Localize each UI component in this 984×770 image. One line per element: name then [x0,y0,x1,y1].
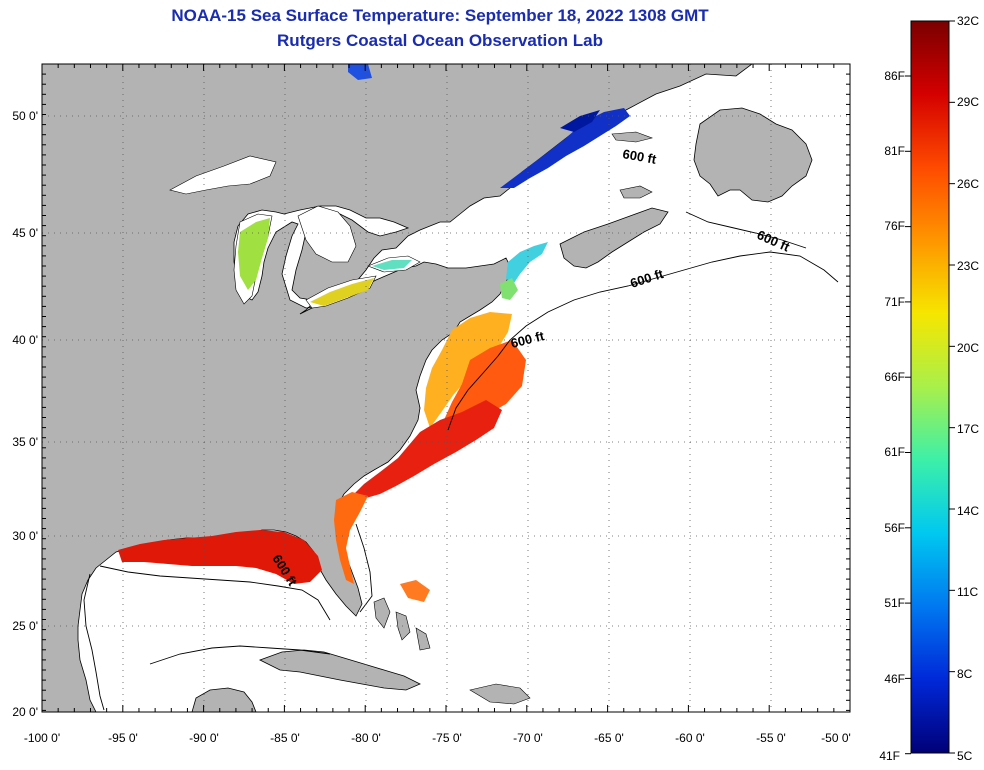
contour-line-gulf-north [99,565,331,621]
colorbar-celsius-label: 29C [957,95,979,109]
lat-label: 20 0' [12,705,38,719]
colorbar-fahrenheit-label: 86F [884,69,905,83]
bahamas-islands [373,597,431,651]
depth-contours [83,211,839,711]
anticosti-island [611,131,654,143]
colorbar-celsius-label: 14C [957,504,979,518]
pei-island [619,185,653,199]
contour-line-newfoundland [685,211,807,249]
colorbar-fahrenheit-label: 61F [884,445,905,459]
colorbar-celsius-label: 5C [957,749,973,763]
colorbar-celsius-label: 17C [957,422,979,436]
nova-scotia-land [559,207,669,269]
sst-maine-coast [500,278,518,300]
sst-lake-erie [310,278,374,306]
colorbar-fahrenheit-label: 46F [884,672,905,686]
lon-label: -100 0' [24,731,60,745]
contour-line-caribbean [149,645,331,665]
lon-label: -80 0' [351,731,381,745]
lon-label: -65 0' [594,731,624,745]
colorbar-gradient [910,20,950,754]
lat-label: 25 0' [12,619,38,633]
temperature-colorbar: 32C 29C 26C 23C 20C 17C 14C 11C 8C 5C 86… [879,14,979,763]
colorbar-fahrenheit-label: 41F [879,749,900,763]
yucatan-land [191,687,257,712]
lon-label: -90 0' [189,731,219,745]
colorbar-fahrenheit-label: 56F [884,521,905,535]
axis-ticks [41,63,851,712]
sst-gulf-stream [352,400,502,498]
lake-superior [169,155,277,195]
lon-label: -50 0' [821,731,851,745]
colorbar-celsius-label: 8C [957,667,973,681]
colorbar-fahrenheit-label: 81F [884,144,905,158]
sst-data-overlay [118,64,630,602]
lat-label: 50 0' [12,109,38,123]
colorbar-fahrenheit-label: 66F [884,370,905,384]
sst-st-lawrence-cold [560,110,600,132]
contour-line-atlantic [447,251,839,431]
sst-lake-michigan [238,218,270,290]
lon-label: -60 0' [675,731,705,745]
contour-line-florida [355,523,373,613]
lat-label: 35 0' [12,435,38,449]
lon-label: -70 0' [513,731,543,745]
colorbar-fahrenheit-label: 76F [884,219,905,233]
sst-gulf-of-maine [506,242,548,286]
sst-shelf-break [444,340,526,426]
sst-lake-ontario [372,260,412,270]
cuba-land [258,649,421,691]
lat-label: 30 0' [12,529,38,543]
map-title: NOAA-15 Sea Surface Temperature: Septemb… [171,6,709,25]
colorbar-ticks [905,20,955,755]
colorbar-fahrenheit-label: 51F [884,596,905,610]
lake-huron [297,205,357,263]
colorbar-celsius-label: 20C [957,341,979,355]
contour-label-gulf-st-lawrence: 600 ft [621,146,658,167]
sst-se-coast [334,492,368,584]
grid-lines [42,64,850,712]
contour-line-gulf [83,573,105,711]
lon-label: -55 0' [756,731,786,745]
lat-label: 40 0' [12,333,38,347]
colorbar-celsius-label: 26C [957,177,979,191]
hispaniola-land [469,683,531,705]
longitude-axis: -100 0' -95 0' -90 0' -85 0' -80 0' -75 … [24,731,851,745]
lon-label: -95 0' [108,731,138,745]
colorbar-fahrenheit-label: 71F [884,295,905,309]
latitude-axis: 50 0' 45 0' 40 0' 35 0' 30 0' 25 0' 20 0… [12,109,38,719]
newfoundland-land [693,107,813,203]
map-subtitle: Rutgers Coastal Ocean Observation Lab [277,31,603,50]
lat-label: 45 0' [12,226,38,240]
colorbar-celsius-label: 23C [957,259,979,273]
lon-label: -85 0' [270,731,300,745]
colorbar-celsius-label: 32C [957,14,979,28]
colorbar-celsius-label: 11C [957,585,978,599]
sst-st-lawrence [500,108,630,188]
sst-florida-bay [400,580,430,602]
sst-gulf-of-mexico [118,530,322,584]
lon-label: -75 0' [432,731,462,745]
